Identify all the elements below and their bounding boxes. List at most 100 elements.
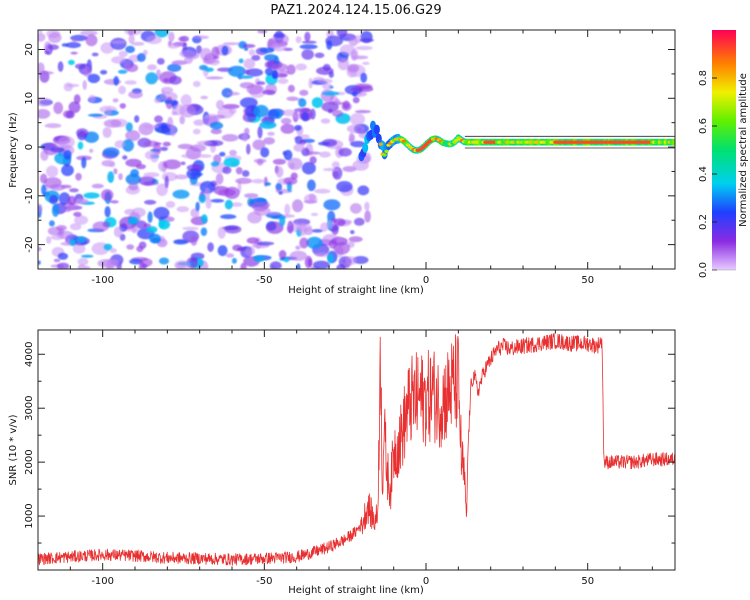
colorbar: 0.0 0.2 0.4 0.6 0.8 Normalized spectral ampl… — [698, 30, 749, 278]
spectrogram-blob — [323, 199, 341, 211]
spectrogram-blob — [244, 69, 250, 74]
spectrogram-blob — [301, 49, 315, 60]
spectrogram-blob — [246, 84, 263, 95]
spectrogram-blob — [298, 98, 307, 108]
spectrogram-blob — [154, 97, 161, 104]
spectrogram-blob — [327, 253, 334, 264]
spectrogram-blob — [128, 182, 139, 191]
spectrogram-blob — [319, 151, 331, 158]
y-tick-label: 0 — [24, 144, 35, 150]
spectrogram-blob — [102, 147, 120, 158]
spectrogram-blob — [208, 58, 220, 66]
spectrogram-blob — [160, 146, 169, 151]
spectrogram-blob — [352, 91, 358, 97]
spectrogram-blob — [114, 140, 126, 149]
spectrogram-blob — [264, 182, 271, 186]
spectrogram-blob — [58, 227, 65, 237]
colorbar-ticks: 0.0 0.2 0.4 0.6 0.8 — [698, 70, 736, 278]
spectrogram-blob — [349, 113, 366, 126]
spectrogram-blob — [242, 44, 256, 48]
spectrogram-blob — [161, 172, 178, 182]
y-tick-label: -20 — [24, 236, 35, 252]
spectrogram-blob — [118, 173, 123, 181]
spectrogram-blob — [51, 203, 60, 217]
spectrogram-blob — [138, 122, 154, 136]
spectrogram-blob — [143, 172, 160, 178]
spectrogram-blob — [331, 225, 339, 235]
spectrogram-blob — [87, 73, 101, 84]
spectrogram-blob — [77, 141, 84, 150]
spectrogram-blob — [154, 115, 163, 123]
spectrogram-blob — [118, 50, 128, 58]
spectrogram-frame — [37, 29, 676, 270]
spectrogram-blob — [256, 81, 266, 86]
spectrogram-blob — [196, 140, 213, 146]
spectrogram-blob — [224, 186, 240, 199]
spectrogram-blob — [110, 40, 127, 44]
spectrogram-blob — [170, 124, 177, 137]
spectrogram-blob — [195, 201, 200, 212]
spectrogram-blob — [256, 241, 275, 246]
spectrogram-blob — [339, 44, 356, 56]
spectrogram-blob — [44, 123, 62, 129]
spectrogram-blob — [38, 32, 46, 42]
spectrogram-blob — [267, 211, 281, 215]
spectrogram-band-core — [384, 149, 389, 153]
spectrogram-blob — [104, 206, 111, 218]
spectrogram-blob — [294, 125, 302, 131]
spectrogram-blob — [38, 203, 43, 214]
spectrogram-blob — [360, 72, 368, 83]
spectrogram-blob — [127, 216, 139, 225]
spectrogram-blob — [49, 220, 55, 227]
spectrogram-blob — [251, 54, 261, 61]
spectrogram-blob — [246, 237, 260, 244]
spectrogram-blob — [355, 45, 373, 51]
spectrogram-blob — [65, 42, 81, 49]
spectrogram-blob — [126, 244, 135, 250]
spectrogram-blob — [158, 219, 170, 230]
spectrogram-blob — [111, 56, 127, 64]
spectrogram-blob — [162, 141, 171, 147]
spectrogram-blob — [275, 182, 283, 192]
spectrogram-blob — [131, 207, 146, 218]
spectrogram-blob — [272, 158, 286, 165]
colorbar-gradient — [712, 30, 736, 270]
spectrogram-blob — [117, 69, 128, 74]
spectrogram-blob — [286, 96, 299, 102]
spectrogram-blob — [138, 176, 156, 186]
spectrogram-blob — [153, 206, 170, 220]
spectrogram-blob — [145, 72, 158, 85]
spectrogram-blob — [174, 260, 191, 269]
spectrogram-blob — [259, 47, 275, 53]
spectrogram-blob — [350, 87, 362, 92]
spectrogram-blob — [113, 168, 118, 175]
spectrogram-blob — [190, 144, 207, 152]
spectrogram-blob — [244, 47, 249, 51]
spectrogram-blob — [259, 121, 277, 129]
spectrogram-blob — [181, 153, 199, 159]
spectrogram-blob — [107, 171, 115, 183]
spectrogram-blob — [49, 184, 66, 191]
spectrogram-blob — [305, 151, 321, 155]
colorbar-tick-label: 0.0 — [698, 262, 709, 278]
spectrogram-blob — [167, 63, 182, 72]
spectrogram-blob — [63, 82, 73, 92]
spectrogram-blob — [333, 242, 351, 255]
spectrogram-blob — [70, 51, 78, 55]
spectrogram-blob — [289, 250, 308, 261]
spectrogram-blob — [224, 199, 233, 210]
snr-ylabel: SNR (10 * v/v) — [8, 414, 19, 485]
spectrogram-blob — [204, 115, 212, 119]
spectrogram-blob — [46, 236, 52, 244]
spectrogram-blob — [294, 135, 303, 145]
spectrogram-band-core — [454, 138, 459, 142]
spectrogram-blob — [264, 67, 274, 76]
spectrogram-blob — [253, 104, 269, 118]
spectrogram-blob — [354, 35, 362, 44]
colorbar-tick-label: 0.4 — [698, 166, 709, 182]
spectrogram-blob — [287, 84, 295, 93]
spectrogram-blob — [192, 80, 201, 88]
spectrogram-blob — [331, 161, 340, 169]
spectrogram-blob — [177, 143, 194, 150]
spectrogram-blob — [186, 168, 202, 180]
